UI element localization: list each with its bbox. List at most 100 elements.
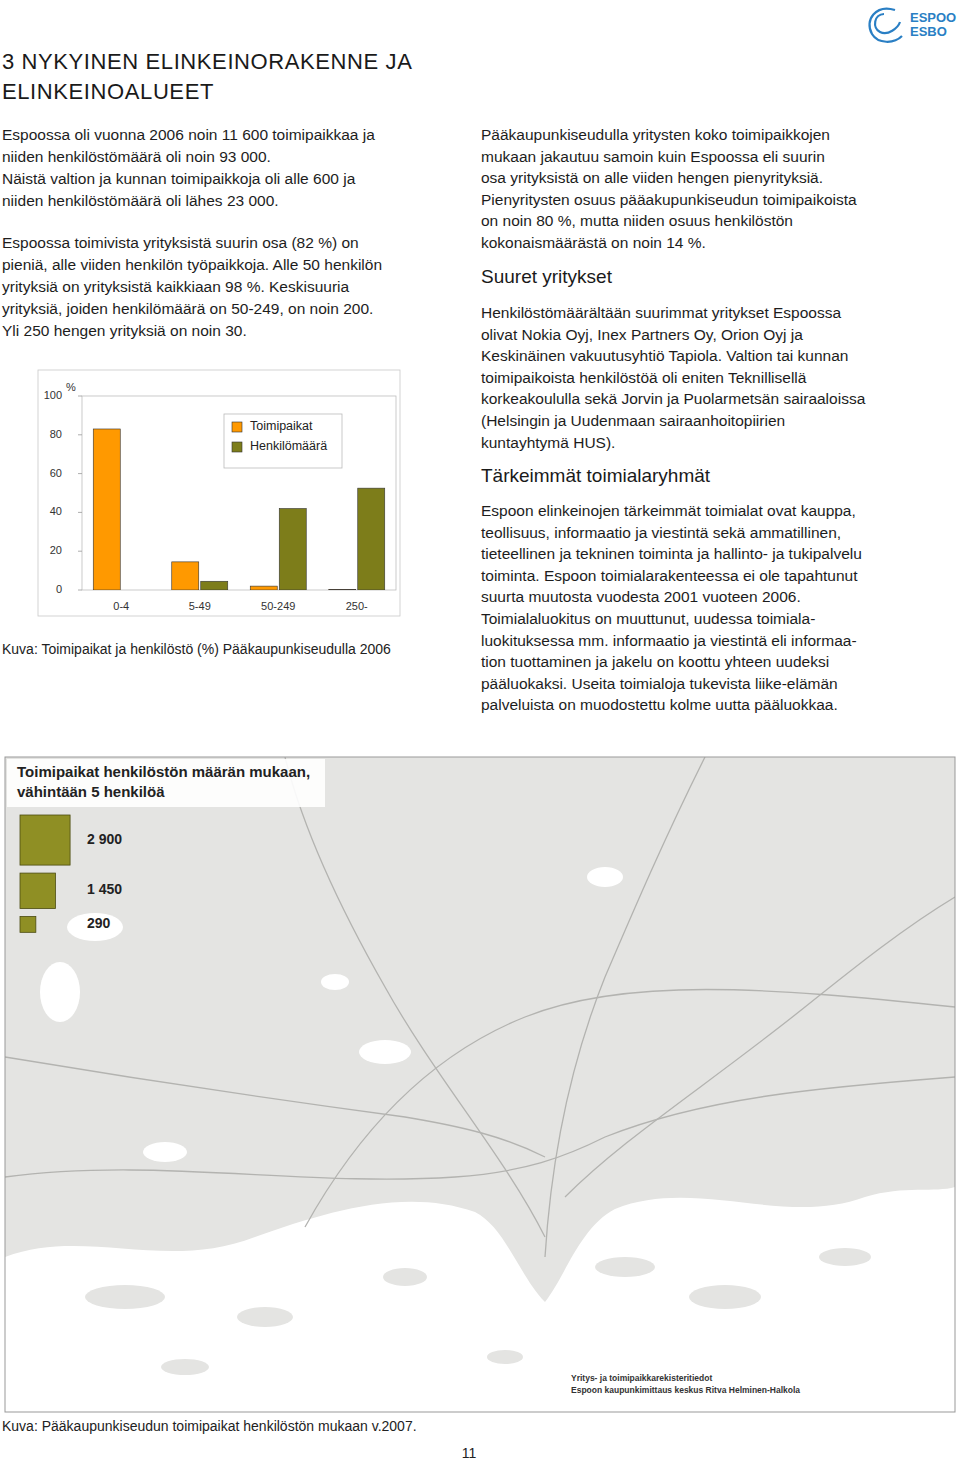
legend-square xyxy=(20,873,55,908)
body-text: olivat Nokia Oyj, Inex Partners Oy, Orio… xyxy=(481,326,803,343)
category-label: 50-249 xyxy=(261,600,295,612)
body-text: suurta muutosta vuodesta 2001 vuoteen 20… xyxy=(481,588,801,605)
figure-caption: Kuva: Pääkaupunkiseudun toimipaikat henk… xyxy=(2,1418,417,1434)
island xyxy=(383,1268,427,1286)
bar xyxy=(358,488,385,590)
plot-frame xyxy=(82,396,396,590)
tick-label: 100 xyxy=(44,389,62,401)
body-text: kuntayhtymä HUS). xyxy=(481,434,615,451)
logo: ESPOOESBO xyxy=(869,9,956,42)
page: 3 NYKYINEN ELINKEINORAKENNE JAELINKEINOA… xyxy=(0,0,960,1464)
bar xyxy=(329,589,356,590)
body-text: Pienyritysten osuus pääakupunkiseudun to… xyxy=(481,191,857,208)
map-title: Toimipaikat henkilöstön määrän mukaan, xyxy=(17,763,310,780)
source-box xyxy=(565,1369,815,1399)
road xyxy=(285,757,545,1237)
legend-swatch xyxy=(232,422,242,432)
page-number: 11 xyxy=(462,1445,477,1461)
page-title: 3 NYKYINEN ELINKEINORAKENNE JA xyxy=(2,49,412,74)
bar xyxy=(172,562,199,590)
tick-label: 40 xyxy=(50,505,62,517)
axis-label: % xyxy=(66,381,76,393)
body-text: pääluokaksi. Useita toimialoja tukevista… xyxy=(481,675,838,692)
category-label: 5-49 xyxy=(189,600,211,612)
lake xyxy=(143,1142,187,1162)
lake xyxy=(40,962,80,1022)
body-text: mukaan jakautuu samoin kuin Espoossa eli… xyxy=(481,148,825,165)
map-title: vähintään 5 henkilöä xyxy=(17,783,165,800)
road xyxy=(565,897,955,1197)
body-text: (Helsingin ja Uudenmaan sairaanhoitopiir… xyxy=(481,412,785,429)
lake xyxy=(321,974,349,990)
body-text: yrityksiä on yrityksistä kaikkiaan 98 %.… xyxy=(2,278,350,295)
section-heading: Suuret yritykset xyxy=(481,266,613,287)
body-text: teollisuus, informaatio ja viestintä sek… xyxy=(481,524,841,541)
island xyxy=(161,1359,209,1375)
legend-label: 2 900 xyxy=(87,831,122,847)
logo-swoosh xyxy=(869,9,902,42)
body-text: osa yrityksistä on alle viiden hengen pi… xyxy=(481,169,823,186)
logo-text: ESPOO xyxy=(910,10,956,25)
body-text: Espoossa toimivista yrityksistä suurin o… xyxy=(2,234,359,251)
body-text: Toimialaluokitus on muuttunut, uudessa t… xyxy=(481,610,815,627)
legend-label: 290 xyxy=(87,915,111,931)
bar xyxy=(279,509,306,590)
body-text: yrityksiä, joiden henkilömäärä on 50-249… xyxy=(2,300,373,317)
bar xyxy=(201,581,228,590)
island xyxy=(237,1307,293,1327)
lake xyxy=(587,867,623,887)
body-text: niiden henkilöstömäärä oli noin 93 000. xyxy=(2,148,271,165)
island xyxy=(819,1248,871,1266)
legend-swatch xyxy=(232,442,242,452)
island xyxy=(487,1350,523,1364)
lake xyxy=(67,913,123,941)
tick-mark xyxy=(78,551,82,552)
logo-swoosh xyxy=(875,14,900,33)
body-text: tieteellinen ja tekninen toiminta ja hal… xyxy=(481,545,862,562)
road xyxy=(545,757,705,1257)
legend-label: 1 450 xyxy=(87,881,122,897)
tick-mark xyxy=(78,396,82,397)
tick-mark xyxy=(78,473,82,474)
land xyxy=(5,757,955,1412)
body-text: Henkilöstömäärältään suurimmat yritykset… xyxy=(481,304,841,321)
tick-label: 80 xyxy=(50,428,62,440)
island xyxy=(595,1257,655,1277)
bar xyxy=(93,429,120,590)
road xyxy=(305,990,955,1228)
map-base xyxy=(5,757,955,1412)
tick-label: 0 xyxy=(56,583,62,595)
map-title-box xyxy=(7,759,325,807)
legend-square xyxy=(20,916,36,932)
body-text: on noin 80 %, mutta niiden osuus henkilö… xyxy=(481,212,793,229)
map: Toimipaikat henkilöstön määrän mukaan, vä… xyxy=(5,757,955,1412)
category-label: 250- xyxy=(346,600,368,612)
body-text: palveluista on muodostettu kolme uutta p… xyxy=(481,696,838,713)
body-text: Keskinäinen vakuutusyhtiö Tapiola. Valti… xyxy=(481,347,848,364)
section-heading: Tärkeimmät toimialaryhmät xyxy=(481,465,711,486)
island xyxy=(85,1285,165,1309)
legend-square xyxy=(20,815,70,865)
island xyxy=(689,1285,761,1309)
lake xyxy=(359,1040,411,1064)
body-text: Pääkaupunkiseudulla yritysten koko toimi… xyxy=(481,126,830,143)
tick-mark xyxy=(78,512,82,513)
tick-label: 60 xyxy=(50,467,62,479)
chart-frame xyxy=(38,370,400,616)
body-text: Espoon elinkeinojen tärkeimmät toimialat… xyxy=(481,502,856,519)
road xyxy=(5,1077,955,1179)
bar xyxy=(122,590,149,591)
body-text: pieniä, alle viiden henkilön työpaikkoja… xyxy=(2,256,382,273)
body-text: kokonaismäärästä on noin 14 %. xyxy=(481,234,706,251)
road xyxy=(5,1057,545,1157)
page-canvas: 3 NYKYINEN ELINKEINORAKENNE JAELINKEINOA… xyxy=(0,0,960,1464)
tick-mark xyxy=(78,434,82,435)
body-text: Yli 250 hengen yrityksiä on noin 30. xyxy=(2,322,247,339)
legend-box xyxy=(224,414,342,468)
body-text: luokituksessa mm. informaatio ja viestin… xyxy=(481,632,857,649)
body-text: Espoossa oli vuonna 2006 noin 11 600 toi… xyxy=(2,126,375,143)
tick-mark xyxy=(78,590,82,591)
legend: ToimipaikatHenkilömäärä xyxy=(224,414,342,468)
body-text: toiminta. Espoon toimialarakenteessa ei … xyxy=(481,567,858,584)
sea xyxy=(5,1187,955,1412)
